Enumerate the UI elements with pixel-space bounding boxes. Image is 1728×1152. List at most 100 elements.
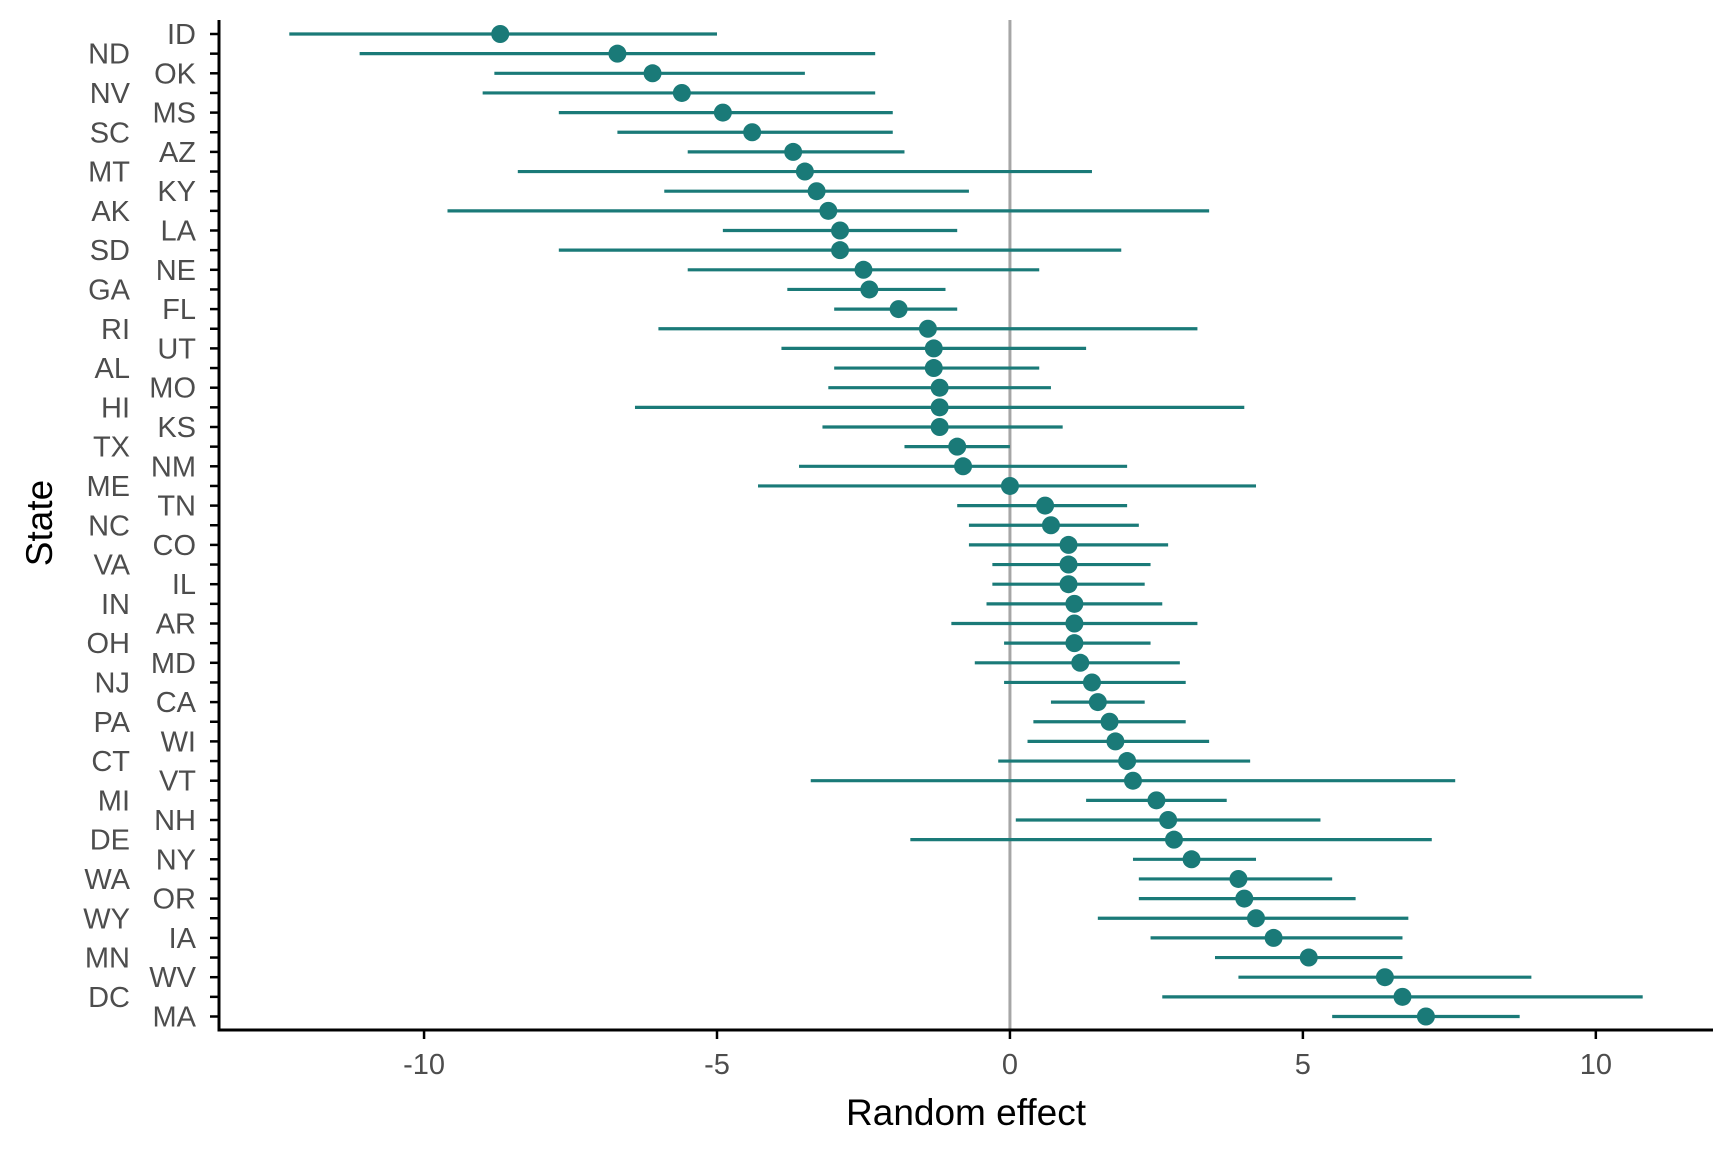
data-point (1036, 496, 1055, 515)
y-tick-label: CO (153, 530, 197, 562)
data-point (1106, 732, 1125, 751)
data-point (924, 359, 943, 378)
y-tick-label: AL (95, 353, 130, 385)
data-point (672, 83, 691, 102)
y-tick-label: NY (156, 844, 196, 876)
y-tick-label: LA (161, 216, 197, 248)
y-tick-label: ME (87, 471, 131, 503)
y-tick-label: WY (83, 903, 130, 935)
y-tick-label: WI (161, 726, 196, 758)
points (491, 25, 1435, 1026)
y-tick-label: UT (157, 333, 196, 365)
y-tick-label: KS (157, 412, 196, 444)
y-tick-label: MI (98, 785, 130, 817)
data-point (1100, 712, 1119, 731)
y-tick-label: NC (88, 510, 130, 542)
x-tick-label: -10 (403, 1049, 445, 1081)
y-tick-label: MA (153, 1002, 197, 1034)
data-point (889, 300, 908, 319)
data-point (1071, 653, 1090, 672)
y-tick-label: SC (90, 117, 130, 149)
data-point (924, 339, 943, 358)
y-tick-label: VA (93, 550, 130, 582)
y-tick-label: NJ (95, 667, 130, 699)
data-point (1123, 771, 1142, 790)
y-tick-label: ND (88, 39, 130, 71)
data-point (1375, 968, 1394, 987)
data-point (1065, 614, 1084, 633)
data-point (1393, 987, 1412, 1006)
y-tick-label: PA (93, 707, 130, 739)
data-point (1159, 811, 1178, 829)
y-tick-label: MO (149, 373, 196, 405)
y-tick-label: NV (90, 78, 131, 110)
y-tick-label: NM (151, 451, 196, 483)
y-tick-label: AR (156, 609, 196, 641)
data-point (1000, 476, 1019, 495)
y-tick-label: MD (151, 648, 196, 680)
error-bars (289, 32, 1643, 1019)
data-point (743, 123, 762, 142)
y-tick-label: NH (154, 805, 196, 837)
y-tick-label: NE (156, 255, 196, 287)
y-tick-label: IL (172, 569, 196, 601)
data-point (854, 260, 873, 279)
y-tick-label: VT (159, 766, 196, 798)
y-tick-label: AK (91, 196, 130, 228)
y-tick-label: OR (153, 884, 197, 916)
axes: ID ND OK NV MS SC AZ MT KY AK LA SD NE GA FL RI UT AL MO HI… (83, 19, 1713, 1081)
data-point (819, 201, 838, 220)
data-point (860, 280, 879, 299)
y-tick-label: RI (101, 314, 130, 346)
data-point (1147, 791, 1166, 810)
data-point (1082, 673, 1101, 692)
data-point (918, 319, 937, 338)
y-tick-label: HI (101, 392, 130, 424)
x-tick-label: 0 (1002, 1049, 1018, 1081)
y-tick-label: MT (88, 157, 130, 189)
data-point (1416, 1007, 1435, 1026)
data-point (954, 457, 973, 476)
data-point (608, 44, 627, 63)
data-point (1041, 516, 1060, 535)
data-point (1229, 869, 1248, 888)
data-point (1247, 909, 1266, 928)
data-point (930, 378, 949, 397)
y-tick-label: OK (154, 58, 197, 90)
y-tick-label: MS (153, 98, 197, 130)
y-tick-label: DE (90, 825, 130, 857)
data-point (930, 418, 949, 436)
y-tick-label: AZ (159, 137, 196, 169)
data-point (1264, 928, 1283, 947)
data-point (831, 241, 850, 260)
data-point (807, 182, 826, 201)
x-tick-label: -5 (704, 1049, 730, 1081)
x-axis-title: Random effect (846, 1092, 1087, 1133)
y-tick-label: CA (156, 687, 197, 719)
data-point (831, 221, 850, 240)
y-tick-label: ID (167, 19, 196, 51)
data-point (1118, 752, 1137, 771)
data-point (784, 142, 803, 161)
data-point (1059, 555, 1078, 574)
y-tick-label: SD (90, 235, 130, 267)
y-tick-label: DC (88, 982, 130, 1014)
y-tick-label: TN (157, 491, 196, 523)
data-point (1065, 594, 1084, 613)
data-point (1182, 850, 1201, 869)
data-point (795, 162, 814, 181)
y-tick-label: FL (162, 294, 196, 326)
y-tick-label: IN (101, 589, 130, 621)
data-point (1065, 634, 1084, 653)
y-tick-label: IA (169, 923, 197, 955)
y-tick-label: OH (87, 628, 131, 660)
data-point (1059, 575, 1078, 594)
y-tick-label: MN (85, 943, 130, 975)
data-point (1235, 889, 1254, 908)
data-point (1059, 535, 1078, 554)
x-tick-label: 10 (1580, 1049, 1612, 1081)
data-point (491, 25, 510, 43)
data-point (930, 398, 949, 417)
y-tick-label: TX (93, 432, 130, 464)
